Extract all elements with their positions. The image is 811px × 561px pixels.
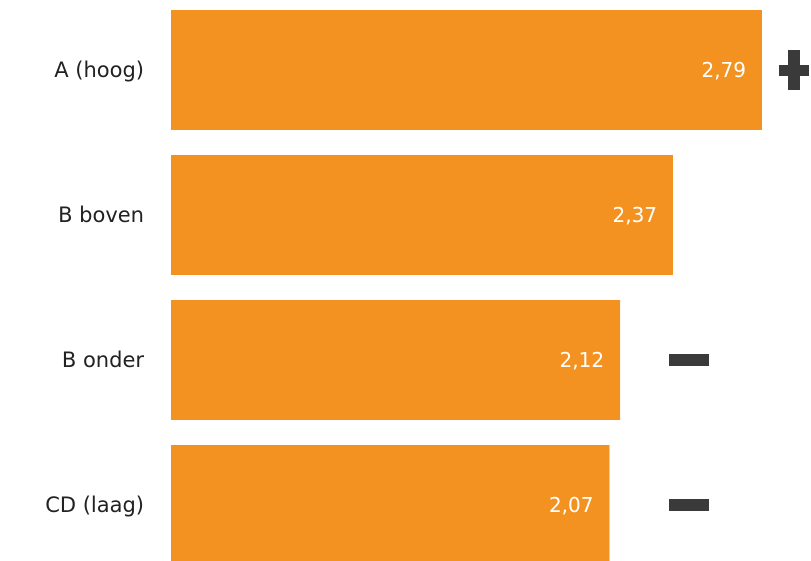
bar xyxy=(171,300,621,420)
minus-icon xyxy=(669,499,709,511)
bar xyxy=(171,155,674,275)
bar xyxy=(171,445,610,561)
bar-group: CD (laag) 2,07 xyxy=(45,445,709,561)
category-label: B onder xyxy=(62,348,144,372)
value-label: 2,07 xyxy=(549,493,594,517)
bar-group: B onder 2,12 xyxy=(62,300,709,420)
minus-icon xyxy=(669,354,709,366)
bar-group: B boven 2,37 xyxy=(58,155,674,275)
value-label: 2,79 xyxy=(701,58,746,82)
bar xyxy=(171,10,762,130)
value-label: 2,37 xyxy=(613,203,658,227)
value-label: 2,12 xyxy=(560,348,605,372)
category-label: CD (laag) xyxy=(45,493,144,517)
plus-icon xyxy=(779,50,809,90)
bar-group: A (hoog) 2,79 xyxy=(54,10,809,130)
category-label: B boven xyxy=(58,203,144,227)
category-label: A (hoog) xyxy=(54,58,144,82)
